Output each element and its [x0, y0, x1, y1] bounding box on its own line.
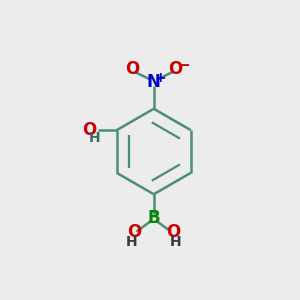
- Text: O: O: [127, 223, 141, 241]
- Text: N: N: [147, 73, 161, 91]
- Text: O: O: [125, 61, 139, 79]
- Text: +: +: [154, 71, 166, 85]
- Text: H: H: [170, 235, 182, 249]
- Text: O: O: [166, 223, 181, 241]
- Text: −: −: [177, 58, 190, 73]
- Text: H: H: [88, 131, 100, 145]
- Text: O: O: [169, 61, 183, 79]
- Text: H: H: [126, 235, 138, 249]
- Text: O: O: [82, 121, 97, 139]
- Text: B: B: [147, 209, 160, 227]
